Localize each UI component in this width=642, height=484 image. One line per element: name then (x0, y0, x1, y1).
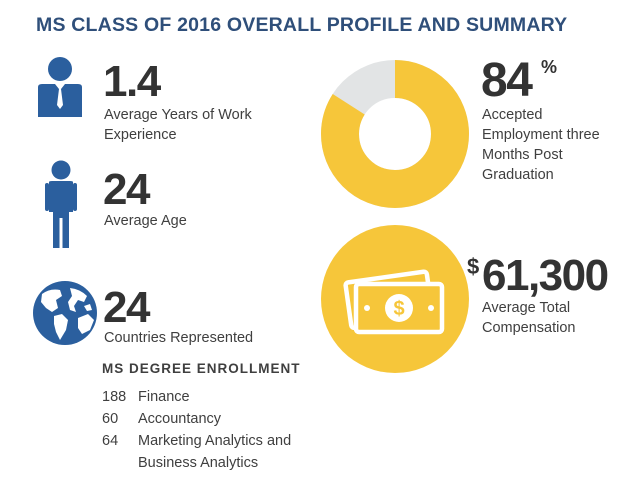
countries-label: Countries Represented (104, 330, 254, 346)
compensation-currency: $ (467, 254, 480, 279)
compensation-label: Average Total Compensation (482, 300, 576, 336)
globe-icon (33, 281, 97, 345)
age-value: 24 (103, 165, 150, 214)
page-title: MS CLASS OF 2016 OVERALL PROFILE AND SUM… (36, 14, 568, 36)
age-label: Average Age (104, 213, 187, 229)
enrollment-program-finance: Finance (138, 389, 190, 405)
enrollment-count-analytics: 64 (102, 433, 119, 449)
employment-label: Accepted Employment three Months Post Gr… (482, 107, 600, 183)
enrollment-title: MS DEGREE ENROLLMENT (102, 361, 301, 376)
svg-text:$: $ (393, 298, 404, 320)
donut-value-arc (321, 60, 469, 208)
employment-value: 84 (481, 54, 533, 107)
compensation-value: 61,300 (482, 251, 609, 300)
countries-value: 24 (103, 283, 150, 332)
enrollment-program-accountancy: Accountancy (138, 411, 222, 427)
employment-donut-chart (321, 60, 469, 208)
work-experience-value: 1.4 (103, 57, 161, 106)
businessman-icon (38, 57, 82, 117)
employment-unit: % (541, 57, 558, 77)
person-icon (45, 160, 77, 248)
money-icon: $ (321, 225, 469, 373)
enrollment-program-analytics: Marketing Analytics and Business Analyti… (138, 433, 292, 471)
enrollment-count-finance: 188 (102, 389, 127, 405)
work-experience-label: Average Years of Work Experience (104, 107, 252, 143)
enrollment-count-accountancy: 60 (102, 411, 119, 427)
